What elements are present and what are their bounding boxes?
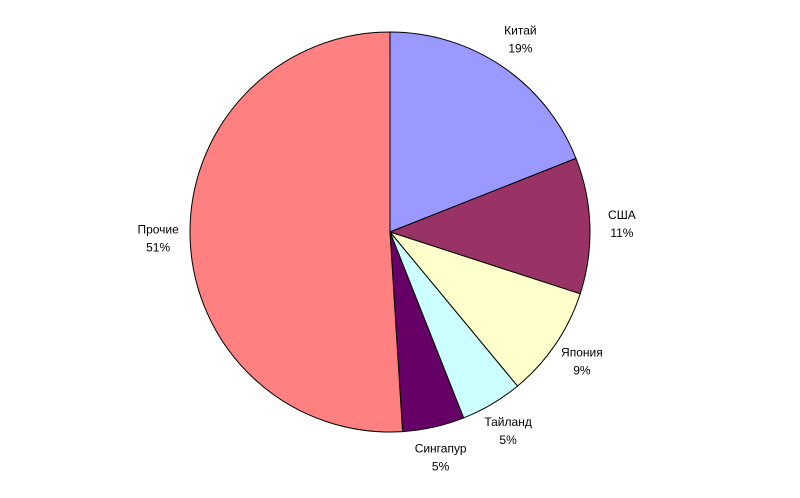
slice-label: Прочие: [137, 222, 179, 236]
slice-label: Китай: [504, 23, 536, 37]
slice-value-label: 9%: [573, 364, 591, 378]
slice-value-label: 5%: [432, 460, 450, 474]
slice-value-label: 11%: [610, 226, 633, 240]
slice-label: Сингапур: [415, 442, 467, 456]
slice-value-label: 5%: [499, 433, 517, 447]
slice-label: Тайланд: [484, 415, 531, 429]
slice-value-label: 51%: [146, 240, 170, 254]
pie-slice: [388, 157, 591, 295]
pie-slice: [389, 31, 577, 233]
pie-slice: [388, 230, 581, 387]
slice-value-label: 19%: [508, 41, 532, 55]
slice-label: США: [608, 208, 636, 222]
slice-label: Япония: [561, 346, 603, 360]
pie-slice: [189, 31, 404, 433]
